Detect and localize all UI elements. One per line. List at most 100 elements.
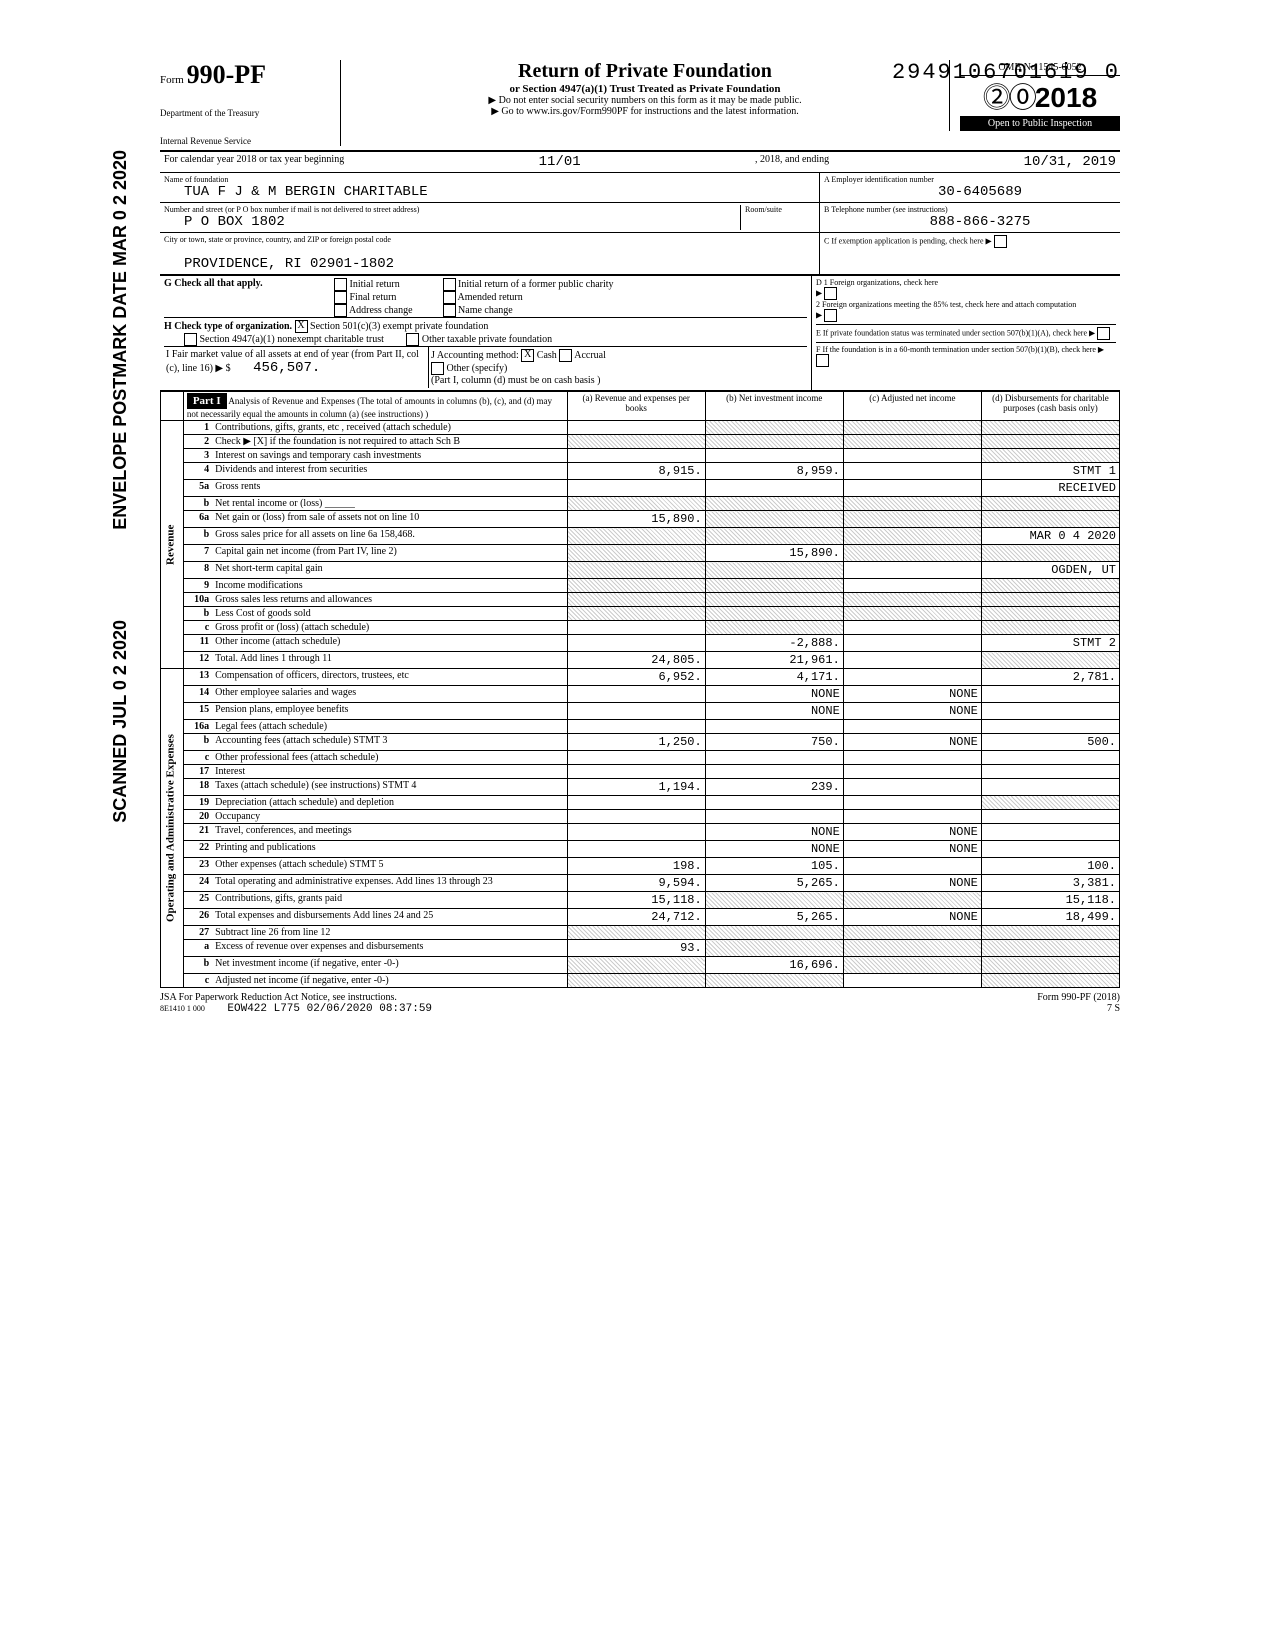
dln-number: 29491067016i9 0	[892, 60, 1120, 85]
table-row: 12Total. Add lines 1 through 1124,805.21…	[161, 652, 1120, 669]
amount-cell	[567, 621, 705, 635]
amount-cell	[567, 703, 705, 720]
g-opt0: Initial return	[350, 279, 400, 290]
amount-cell: NONE	[705, 841, 843, 858]
line-description: Other income (attach schedule)	[212, 635, 567, 652]
part1-desc: Analysis of Revenue and Expenses (The to…	[187, 396, 552, 419]
g-final-checkbox[interactable]	[334, 291, 347, 304]
col-c-header: (c) Adjusted net income	[843, 392, 981, 421]
i-value: 456,507.	[233, 360, 320, 376]
h-opt3: Other taxable private foundation	[422, 334, 552, 345]
amount-cell	[843, 669, 981, 686]
table-row: 10aGross sales less returns and allowanc…	[161, 593, 1120, 607]
amount-cell	[981, 449, 1119, 463]
table-row: 23Other expenses (attach schedule) STMT …	[161, 858, 1120, 875]
title-sub: or Section 4947(a)(1) Trust Treated as P…	[351, 83, 939, 95]
amount-cell: NONE	[843, 875, 981, 892]
g-initial-checkbox[interactable]	[334, 278, 347, 291]
amount-cell	[843, 810, 981, 824]
j-accrual-checkbox[interactable]	[559, 349, 572, 362]
line-description: Net rental income or (loss) ______	[212, 497, 567, 511]
amount-cell: 198.	[567, 858, 705, 875]
amount-cell	[843, 497, 981, 511]
amount-cell	[843, 779, 981, 796]
table-row: aExcess of revenue over expenses and dis…	[161, 940, 1120, 957]
amount-cell	[567, 635, 705, 652]
line-number: 20	[183, 810, 212, 824]
foundation-name: TUA F J & M BERGIN CHARITABLE	[164, 184, 815, 200]
col-b-header: (b) Net investment income	[705, 392, 843, 421]
postmark-stamp: ENVELOPE POSTMARK DATE MAR 0 2 2020	[110, 150, 131, 530]
amount-cell	[843, 480, 981, 497]
amount-cell	[843, 579, 981, 593]
form-ref: Form 990-PF (2018)	[1037, 992, 1120, 1003]
amount-cell: 8,959.	[705, 463, 843, 480]
part1-header: Part I	[187, 393, 227, 409]
line-number: 10a	[183, 593, 212, 607]
table-row: cAdjusted net income (if negative, enter…	[161, 974, 1120, 988]
section-g-h: G Check all that apply. Initial return F…	[160, 275, 1120, 391]
amount-cell	[705, 562, 843, 579]
dept1: Department of the Treasury	[160, 108, 320, 118]
line-number: c	[183, 974, 212, 988]
table-row: 2Check ▶ [X] if the foundation is not re…	[161, 435, 1120, 449]
amount-cell	[567, 607, 705, 621]
line-number: 3	[183, 449, 212, 463]
amount-cell	[843, 974, 981, 988]
f-label: F If the foundation is in a 60-month ter…	[816, 345, 1096, 354]
c-checkbox[interactable]	[994, 235, 1007, 248]
g-namechg-checkbox[interactable]	[443, 304, 456, 317]
j-other-checkbox[interactable]	[431, 362, 444, 375]
amount-cell	[843, 435, 981, 449]
identity-left: Name of foundation TUA F J & M BERGIN CH…	[160, 173, 820, 274]
line-description: Net gain or (loss) from sale of assets n…	[212, 511, 567, 528]
g-addr-checkbox[interactable]	[334, 304, 347, 317]
h-501c3-checkbox[interactable]: X	[295, 320, 308, 333]
amount-cell	[981, 940, 1119, 957]
line-number: b	[183, 528, 212, 545]
amount-cell	[843, 751, 981, 765]
line-description: Gross profit or (loss) (attach schedule)	[212, 621, 567, 635]
d2-checkbox[interactable]	[824, 309, 837, 322]
table-row: 6aNet gain or (loss) from sale of assets…	[161, 511, 1120, 528]
amount-cell	[705, 810, 843, 824]
f-checkbox[interactable]	[816, 354, 829, 367]
form-page: 29491067016i9 0 ENVELOPE POSTMARK DATE M…	[160, 60, 1120, 1015]
h-other-checkbox[interactable]	[406, 333, 419, 346]
amount-cell	[981, 751, 1119, 765]
amount-cell: 105.	[705, 858, 843, 875]
address: P O BOX 1802	[164, 214, 740, 230]
amount-cell	[705, 751, 843, 765]
title-block: Return of Private Foundation or Section …	[341, 60, 949, 117]
g-former-checkbox[interactable]	[443, 278, 456, 291]
line-description: Check ▶ [X] if the foundation is not req…	[212, 435, 567, 449]
amount-cell	[981, 621, 1119, 635]
j-cash-checkbox[interactable]: X	[521, 349, 534, 362]
amount-cell	[567, 449, 705, 463]
h-4947-checkbox[interactable]	[184, 333, 197, 346]
title-note1: ▶ Do not enter social security numbers o…	[351, 95, 939, 106]
amount-cell: NONE	[843, 703, 981, 720]
amount-cell	[567, 480, 705, 497]
amount-cell	[705, 449, 843, 463]
amount-cell: NONE	[843, 841, 981, 858]
e-checkbox[interactable]	[1097, 327, 1110, 340]
table-row: 4Dividends and interest from securities8…	[161, 463, 1120, 480]
h-opt1: Section 501(c)(3) exempt private foundat…	[310, 321, 488, 332]
amount-cell	[981, 545, 1119, 562]
table-row: 21Travel, conferences, and meetingsNONEN…	[161, 824, 1120, 841]
table-row: 16aLegal fees (attach schedule)	[161, 720, 1120, 734]
identity-right: A Employer identification number 30-6405…	[820, 173, 1120, 274]
amount-cell	[567, 528, 705, 545]
g-amended-checkbox[interactable]	[443, 291, 456, 304]
amount-cell	[981, 421, 1119, 435]
expenses-section-label: Operating and Administrative Expenses	[161, 669, 184, 988]
amount-cell	[843, 926, 981, 940]
line-description: Taxes (attach schedule) (see instruction…	[212, 779, 567, 796]
amount-cell	[843, 858, 981, 875]
table-row: 9Income modifications	[161, 579, 1120, 593]
amount-cell	[981, 435, 1119, 449]
calendar-row: For calendar year 2018 or tax year begin…	[160, 152, 1120, 173]
d1-checkbox[interactable]	[824, 287, 837, 300]
line-number: 11	[183, 635, 212, 652]
